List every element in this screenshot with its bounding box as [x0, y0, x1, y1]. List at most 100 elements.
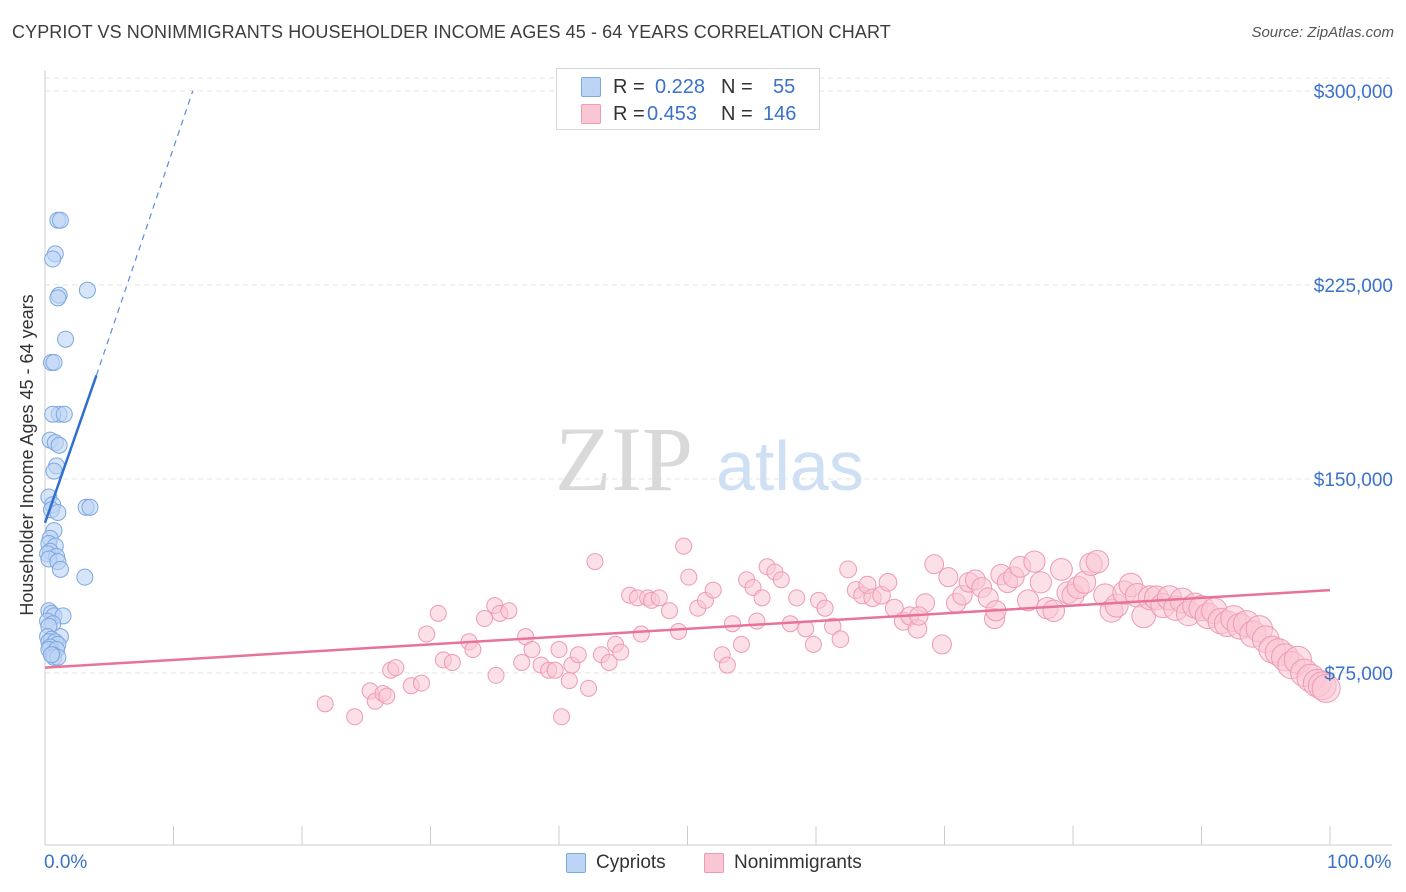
nonimmigrants-point — [1023, 550, 1046, 573]
bottom-legend-label: Cypriots — [596, 852, 666, 873]
watermark-zip: ZIP — [555, 408, 693, 510]
y-tick-label: $75,000 — [1324, 664, 1393, 685]
nonimmigrants-point — [1042, 599, 1066, 623]
nonimmigrants-point — [1085, 549, 1110, 574]
cypriots-point — [78, 281, 96, 299]
trend-lines — [43, 90, 1331, 669]
bottom-legend-cypriots: Cypriots — [566, 852, 666, 874]
nonimmigrants-point — [772, 571, 790, 589]
legend-r-value: 0.453 — [647, 102, 698, 125]
nonimmigrants-point — [675, 537, 693, 555]
nonimmigrants-point — [732, 635, 750, 653]
nonimmigrants-point — [804, 635, 822, 653]
nonimmigrants-point — [1029, 571, 1052, 594]
bottom-legend: Cypriots Nonimmigrants — [0, 850, 1406, 878]
cypriots-trend-extension — [95, 90, 194, 376]
source-label: Source: ZipAtlas.com — [1251, 24, 1394, 41]
cypriots-swatch — [566, 853, 586, 873]
nonimmigrants-point — [661, 602, 679, 620]
nonimmigrants-point — [1050, 557, 1073, 581]
axes — [44, 70, 1392, 846]
nonimmigrants-swatch — [581, 104, 601, 124]
nonimmigrants-point — [788, 589, 806, 607]
cypriots-point — [49, 289, 67, 307]
nonimmigrants-point — [839, 560, 858, 579]
watermark: ZIP atlas — [555, 408, 864, 510]
nonimmigrants-point — [650, 589, 668, 607]
nonimmigrants-point — [413, 674, 431, 692]
cypriots-point — [81, 498, 99, 516]
y-tick-label: $300,000 — [1314, 82, 1393, 103]
cypriots-point — [49, 503, 67, 521]
legend-n-value: 146 — [763, 102, 797, 125]
nonimmigrants-point — [316, 695, 334, 713]
nonimmigrants-points — [316, 537, 1341, 726]
nonimmigrants-point — [546, 661, 564, 679]
cypriots-point — [42, 646, 60, 664]
y-tick-labels: $75,000 $150,000 $225,000 $300,000 — [1314, 82, 1393, 685]
nonimmigrants-point — [931, 634, 952, 655]
bottom-legend-label: Nonimmigrants — [734, 852, 862, 873]
nonimmigrants-point — [704, 581, 722, 599]
legend-n-label: N = — [721, 75, 753, 98]
cypriots-point — [45, 462, 63, 480]
nonimmigrants-point — [387, 659, 405, 677]
nonimmigrants-point — [378, 687, 396, 705]
cypriots-trend-line — [43, 375, 98, 524]
nonimmigrants-point — [632, 625, 650, 643]
legend-box: R = 0.228 N = 55 R = 0.453 N = 146 — [556, 68, 820, 130]
nonimmigrants-point — [443, 653, 461, 671]
legend-row-nonimmigrants: R = 0.453 N = 146 — [557, 101, 803, 127]
nonimmigrants-trend-line — [44, 588, 1331, 669]
nonimmigrants-point — [816, 599, 834, 617]
nonimmigrants-point — [580, 679, 598, 697]
nonimmigrants-point — [523, 641, 541, 659]
legend-r-value: 0.228 — [655, 75, 706, 98]
x-tick-label-min: 0.0% — [44, 852, 88, 873]
nonimmigrants-point — [500, 602, 518, 620]
cypriots-point — [76, 568, 94, 586]
cypriots-swatch — [581, 77, 601, 97]
nonimmigrants-point — [938, 567, 959, 588]
nonimmigrants-point — [586, 553, 604, 571]
y-tick-label: $150,000 — [1314, 470, 1393, 491]
nonimmigrants-point — [429, 604, 447, 622]
nonimmigrants-point — [878, 573, 898, 592]
legend-r-label: R = — [613, 102, 645, 125]
nonimmigrants-point — [464, 641, 482, 659]
x-tick-label-max: 100.0% — [1327, 852, 1392, 873]
cypriots-point — [51, 211, 69, 229]
cypriots-point — [50, 436, 68, 454]
cypriots-point — [57, 330, 75, 348]
nonimmigrants-point — [1017, 589, 1040, 612]
nonimmigrants-point — [560, 672, 578, 690]
nonimmigrants-point — [418, 625, 436, 643]
nonimmigrants-point — [346, 708, 364, 726]
cypriots-point — [45, 353, 63, 371]
nonimmigrants-point — [824, 617, 842, 635]
nonimmigrants-point — [513, 653, 531, 671]
legend-n-label: N = — [721, 102, 753, 125]
nonimmigrants-point — [553, 708, 571, 726]
nonimmigrants-point — [831, 630, 850, 649]
nonimmigrants-point — [723, 615, 741, 633]
nonimmigrants-point — [550, 641, 568, 659]
cypriots-point — [44, 250, 62, 268]
nonimmigrants-point — [487, 666, 505, 684]
cypriots-point — [51, 560, 69, 578]
watermark-atlas: atlas — [716, 427, 864, 505]
y-axis-label: Householder Income Ages 45 - 64 years — [17, 294, 37, 615]
nonimmigrants-swatch — [704, 853, 724, 873]
legend-n-value: 55 — [773, 75, 796, 98]
chart-title: CYPRIOT VS NONIMMIGRANTS HOUSEHOLDER INC… — [12, 22, 891, 42]
nonimmigrants-point — [680, 568, 698, 586]
nonimmigrants-point — [1311, 673, 1341, 703]
nonimmigrants-point — [753, 589, 771, 607]
nonimmigrants-point — [718, 656, 736, 674]
bottom-legend-nonimmigrants: Nonimmigrants — [704, 852, 862, 874]
cypriots-points — [39, 211, 99, 666]
nonimmigrants-point — [569, 646, 587, 664]
y-tick-label: $225,000 — [1314, 276, 1393, 297]
legend-row-cypriots: R = 0.228 N = 55 — [557, 74, 813, 100]
